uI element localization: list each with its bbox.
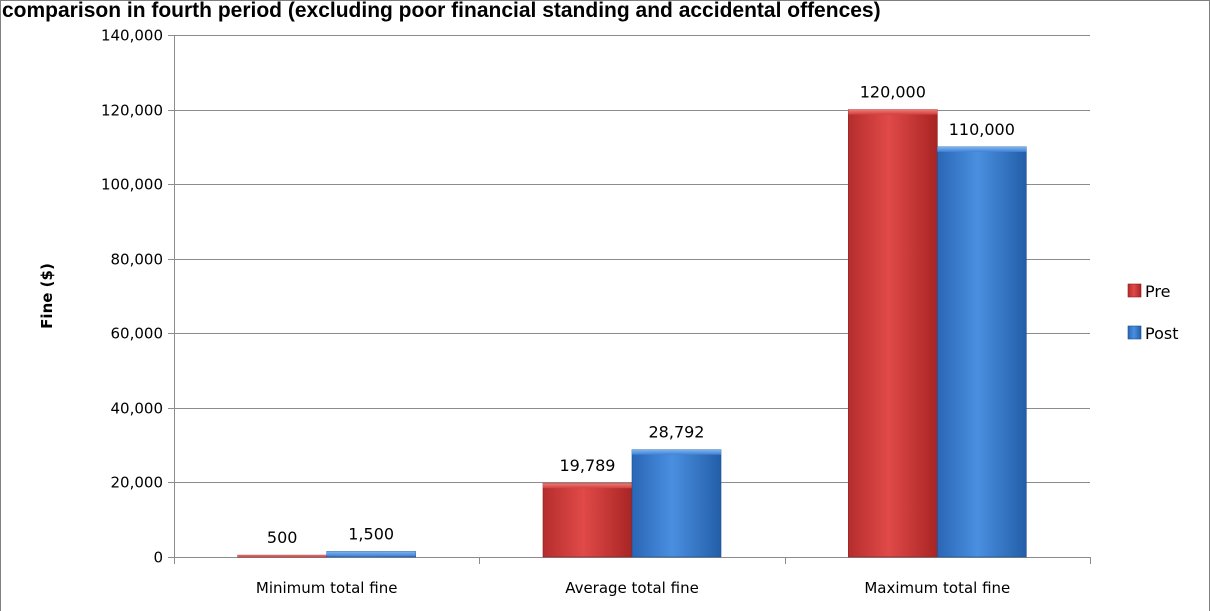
x-tick-label: Average total fine — [565, 579, 699, 597]
chart-title: comparison in fourth period (excluding p… — [2, 0, 881, 22]
x-tick-label: Minimum total fine — [256, 579, 398, 597]
y-tick-label: 20,000 — [111, 474, 164, 492]
bar-pre — [237, 554, 327, 558]
bar-body — [631, 449, 722, 558]
bar-pre — [542, 482, 633, 558]
bar-bevel — [237, 555, 327, 557]
data-labels: 500 1,500 19,789 28,792 120,000 110,000 — [267, 83, 1015, 548]
legend-swatch — [1127, 325, 1142, 340]
data-label: 1,500 — [348, 524, 394, 543]
y-tick-label: 0 — [153, 549, 163, 567]
y-tick-label: 100,000 — [101, 176, 163, 194]
data-label: 19,789 — [560, 456, 616, 475]
y-tick-label: 40,000 — [111, 400, 164, 418]
bar-body — [542, 482, 633, 558]
bar-bevel — [937, 146, 1027, 152]
bar-post — [326, 551, 416, 558]
legend-label: Post — [1145, 324, 1178, 343]
bar-post — [631, 449, 722, 558]
legend-swatch — [1127, 283, 1142, 298]
data-label: 28,792 — [649, 423, 705, 442]
bar-body — [937, 146, 1027, 558]
gridlines — [174, 35, 1090, 483]
data-label: 120,000 — [860, 83, 926, 102]
x-tick-label: Maximum total fine — [864, 579, 1010, 597]
bars — [237, 109, 1027, 558]
legend-label: Pre — [1145, 282, 1170, 301]
legend: Pre Post — [1127, 282, 1178, 343]
data-label: 500 — [267, 528, 298, 547]
bar-bevel — [326, 551, 416, 557]
y-tick-label: 120,000 — [101, 102, 163, 120]
bar-post — [937, 146, 1027, 558]
y-tick-label: 60,000 — [111, 325, 164, 343]
y-tick-label: 80,000 — [111, 251, 164, 269]
y-axis-label: Fine ($) — [38, 263, 56, 329]
bar-bevel — [543, 483, 632, 489]
bar-body — [848, 109, 938, 558]
legend-item-post: Post — [1127, 324, 1178, 343]
data-label: 110,000 — [949, 120, 1015, 139]
axes: 0 20,000 40,000 60,000 80,000 100,000 120,000 1… — [101, 27, 1091, 597]
bar-bevel — [632, 449, 721, 455]
legend-item-pre: Pre — [1127, 282, 1170, 301]
y-tick-label: 140,000 — [101, 27, 163, 45]
bar-pre — [848, 109, 938, 558]
bar-bevel — [848, 109, 938, 115]
